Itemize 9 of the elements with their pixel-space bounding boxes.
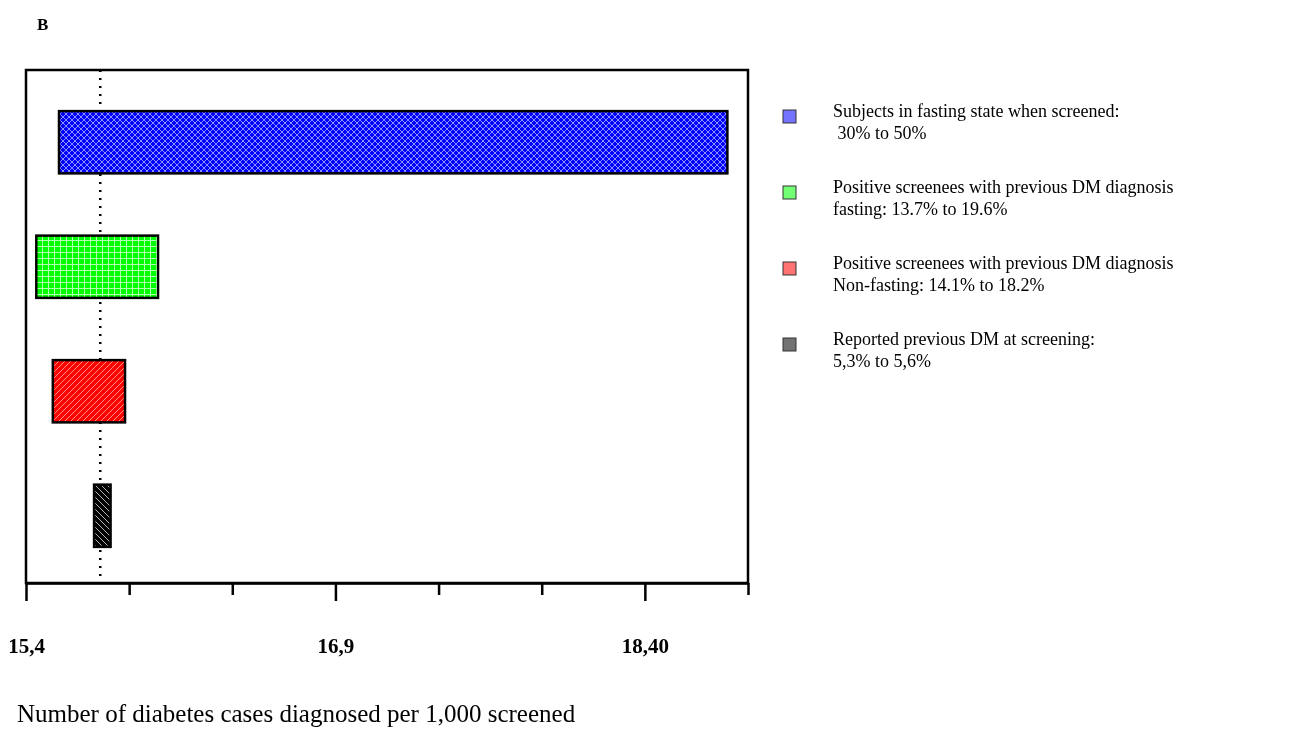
x-tick-label: 18,40	[621, 633, 669, 658]
legend-label: Subjects in fasting state when screened: 30% to 50%	[833, 101, 1120, 143]
legend-label: Reported previous DM at screening: 5,3% to 5,6%	[833, 329, 1095, 371]
chart-title: B	[37, 15, 49, 34]
legend-label: Positive screenees with previous DM diagnosis Non-fasting: 14.1% to 18.2%	[833, 253, 1174, 295]
x-tick-label: 15,4	[8, 633, 46, 658]
x-axis-title: Number of diabetes cases diagnosed per 1,000 screened	[17, 700, 576, 727]
x-tick-label: 16,9	[317, 633, 355, 658]
legend-label: Positive screenees with previous DM diagnosis fasting: 13.7% to 19.6%	[833, 177, 1174, 219]
